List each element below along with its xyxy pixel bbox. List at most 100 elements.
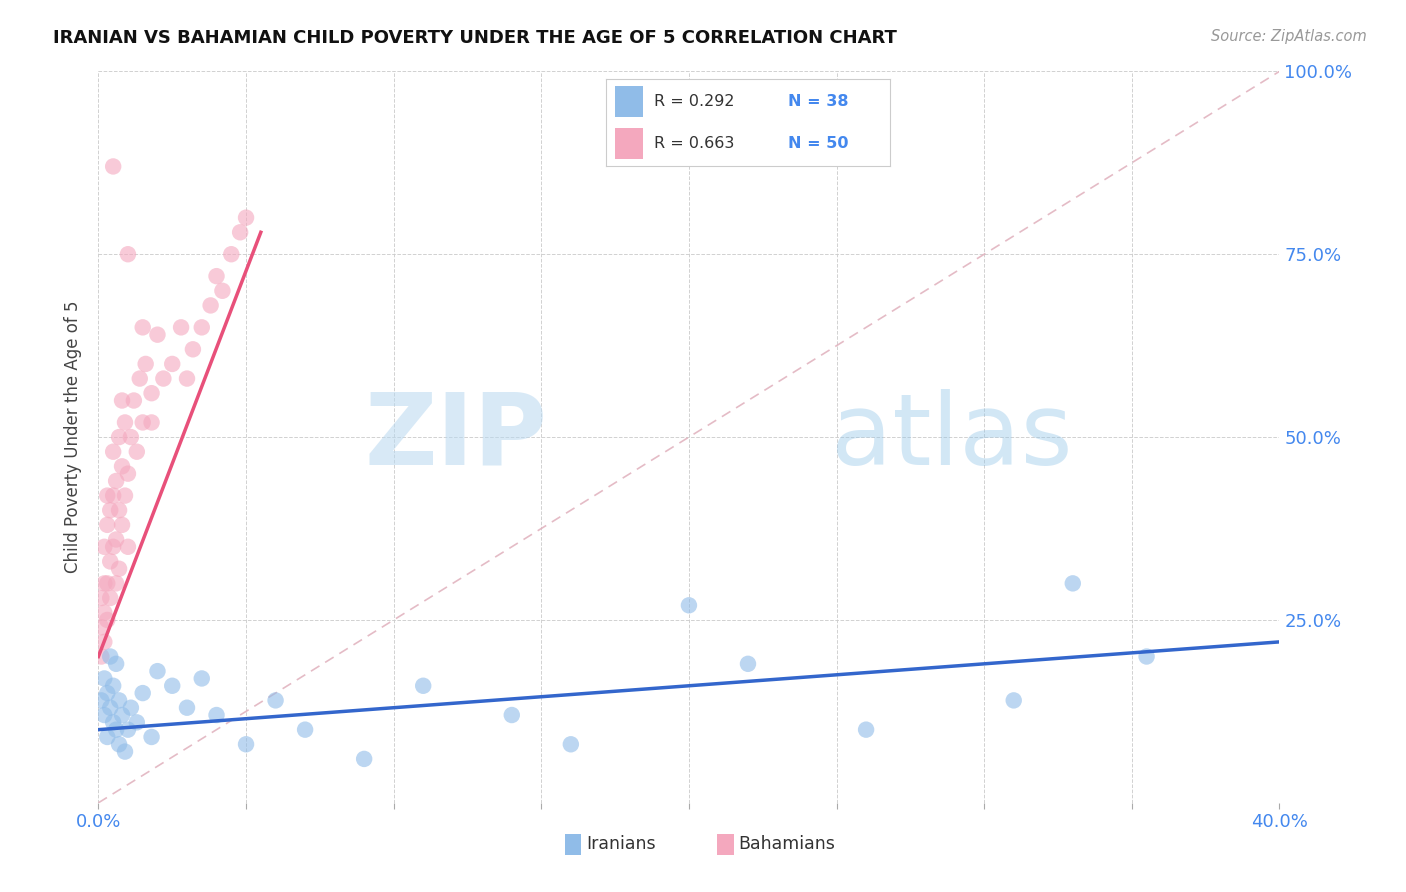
Point	[162, 357, 183, 371]
Point	[108, 430, 131, 444]
Point	[162, 679, 183, 693]
Point	[205, 269, 228, 284]
Point	[108, 562, 131, 576]
Point	[98, 503, 121, 517]
Point	[181, 343, 204, 357]
Point	[108, 503, 131, 517]
Point	[294, 723, 316, 737]
Point	[141, 730, 163, 744]
Bar	[717, 833, 734, 855]
Point	[170, 320, 193, 334]
Point	[235, 737, 257, 751]
Point	[98, 591, 121, 605]
Point	[132, 320, 155, 334]
Point	[678, 599, 700, 613]
Point	[90, 620, 112, 634]
Point	[120, 430, 142, 444]
Point	[105, 533, 128, 547]
Point	[93, 672, 115, 686]
Text: Iranians: Iranians	[586, 836, 655, 854]
Point	[103, 444, 125, 458]
Point	[103, 160, 125, 174]
Point	[141, 416, 163, 430]
Point	[93, 576, 115, 591]
Point	[103, 540, 125, 554]
Point	[191, 672, 214, 686]
Point	[501, 708, 523, 723]
Point	[96, 489, 118, 503]
Point	[132, 416, 155, 430]
Point	[221, 247, 243, 261]
Point	[103, 679, 125, 693]
Point	[98, 700, 121, 714]
Point	[96, 517, 118, 532]
Point	[90, 693, 112, 707]
Point	[1136, 649, 1159, 664]
Point	[229, 225, 252, 239]
Point	[96, 730, 118, 744]
Point	[132, 686, 155, 700]
Point	[211, 284, 233, 298]
Point	[93, 635, 115, 649]
Point	[111, 459, 134, 474]
Point	[114, 416, 136, 430]
Point	[103, 715, 125, 730]
Point	[200, 298, 222, 312]
Point	[205, 708, 228, 723]
Point	[264, 693, 287, 707]
Point	[146, 327, 169, 342]
Point	[90, 649, 112, 664]
Point	[96, 686, 118, 700]
Point	[98, 554, 121, 568]
Point	[1002, 693, 1025, 707]
Point	[855, 723, 877, 737]
Text: Bahamians: Bahamians	[738, 836, 835, 854]
Point	[117, 467, 139, 481]
Text: Source: ZipAtlas.com: Source: ZipAtlas.com	[1211, 29, 1367, 45]
Point	[125, 444, 148, 458]
Point	[120, 700, 142, 714]
Point	[96, 613, 118, 627]
Y-axis label: Child Poverty Under the Age of 5: Child Poverty Under the Age of 5	[65, 301, 83, 574]
Point	[176, 700, 198, 714]
Text: IRANIAN VS BAHAMIAN CHILD POVERTY UNDER THE AGE OF 5 CORRELATION CHART: IRANIAN VS BAHAMIAN CHILD POVERTY UNDER …	[53, 29, 897, 47]
Point	[111, 393, 134, 408]
Bar	[565, 833, 582, 855]
Point	[141, 386, 163, 401]
Point	[152, 371, 174, 385]
Point	[105, 576, 128, 591]
Point	[117, 723, 139, 737]
Point	[125, 715, 148, 730]
Point	[93, 540, 115, 554]
Point	[191, 320, 214, 334]
Point	[114, 489, 136, 503]
Point	[122, 393, 145, 408]
Point	[103, 489, 125, 503]
Point	[146, 664, 169, 678]
Point	[128, 371, 150, 385]
Point	[117, 247, 139, 261]
Point	[353, 752, 375, 766]
Point	[560, 737, 582, 751]
Point	[111, 517, 134, 532]
Point	[235, 211, 257, 225]
Text: ZIP: ZIP	[364, 389, 547, 485]
Text: atlas: atlas	[831, 389, 1073, 485]
Point	[93, 708, 115, 723]
Point	[98, 649, 121, 664]
Point	[135, 357, 157, 371]
Point	[1062, 576, 1084, 591]
Point	[108, 737, 131, 751]
Point	[114, 745, 136, 759]
Point	[105, 474, 128, 488]
Point	[93, 606, 115, 620]
Point	[96, 576, 118, 591]
Point	[105, 657, 128, 671]
Point	[105, 723, 128, 737]
Point	[111, 708, 134, 723]
Point	[412, 679, 434, 693]
Point	[108, 693, 131, 707]
Point	[737, 657, 759, 671]
Point	[117, 540, 139, 554]
Point	[90, 591, 112, 605]
